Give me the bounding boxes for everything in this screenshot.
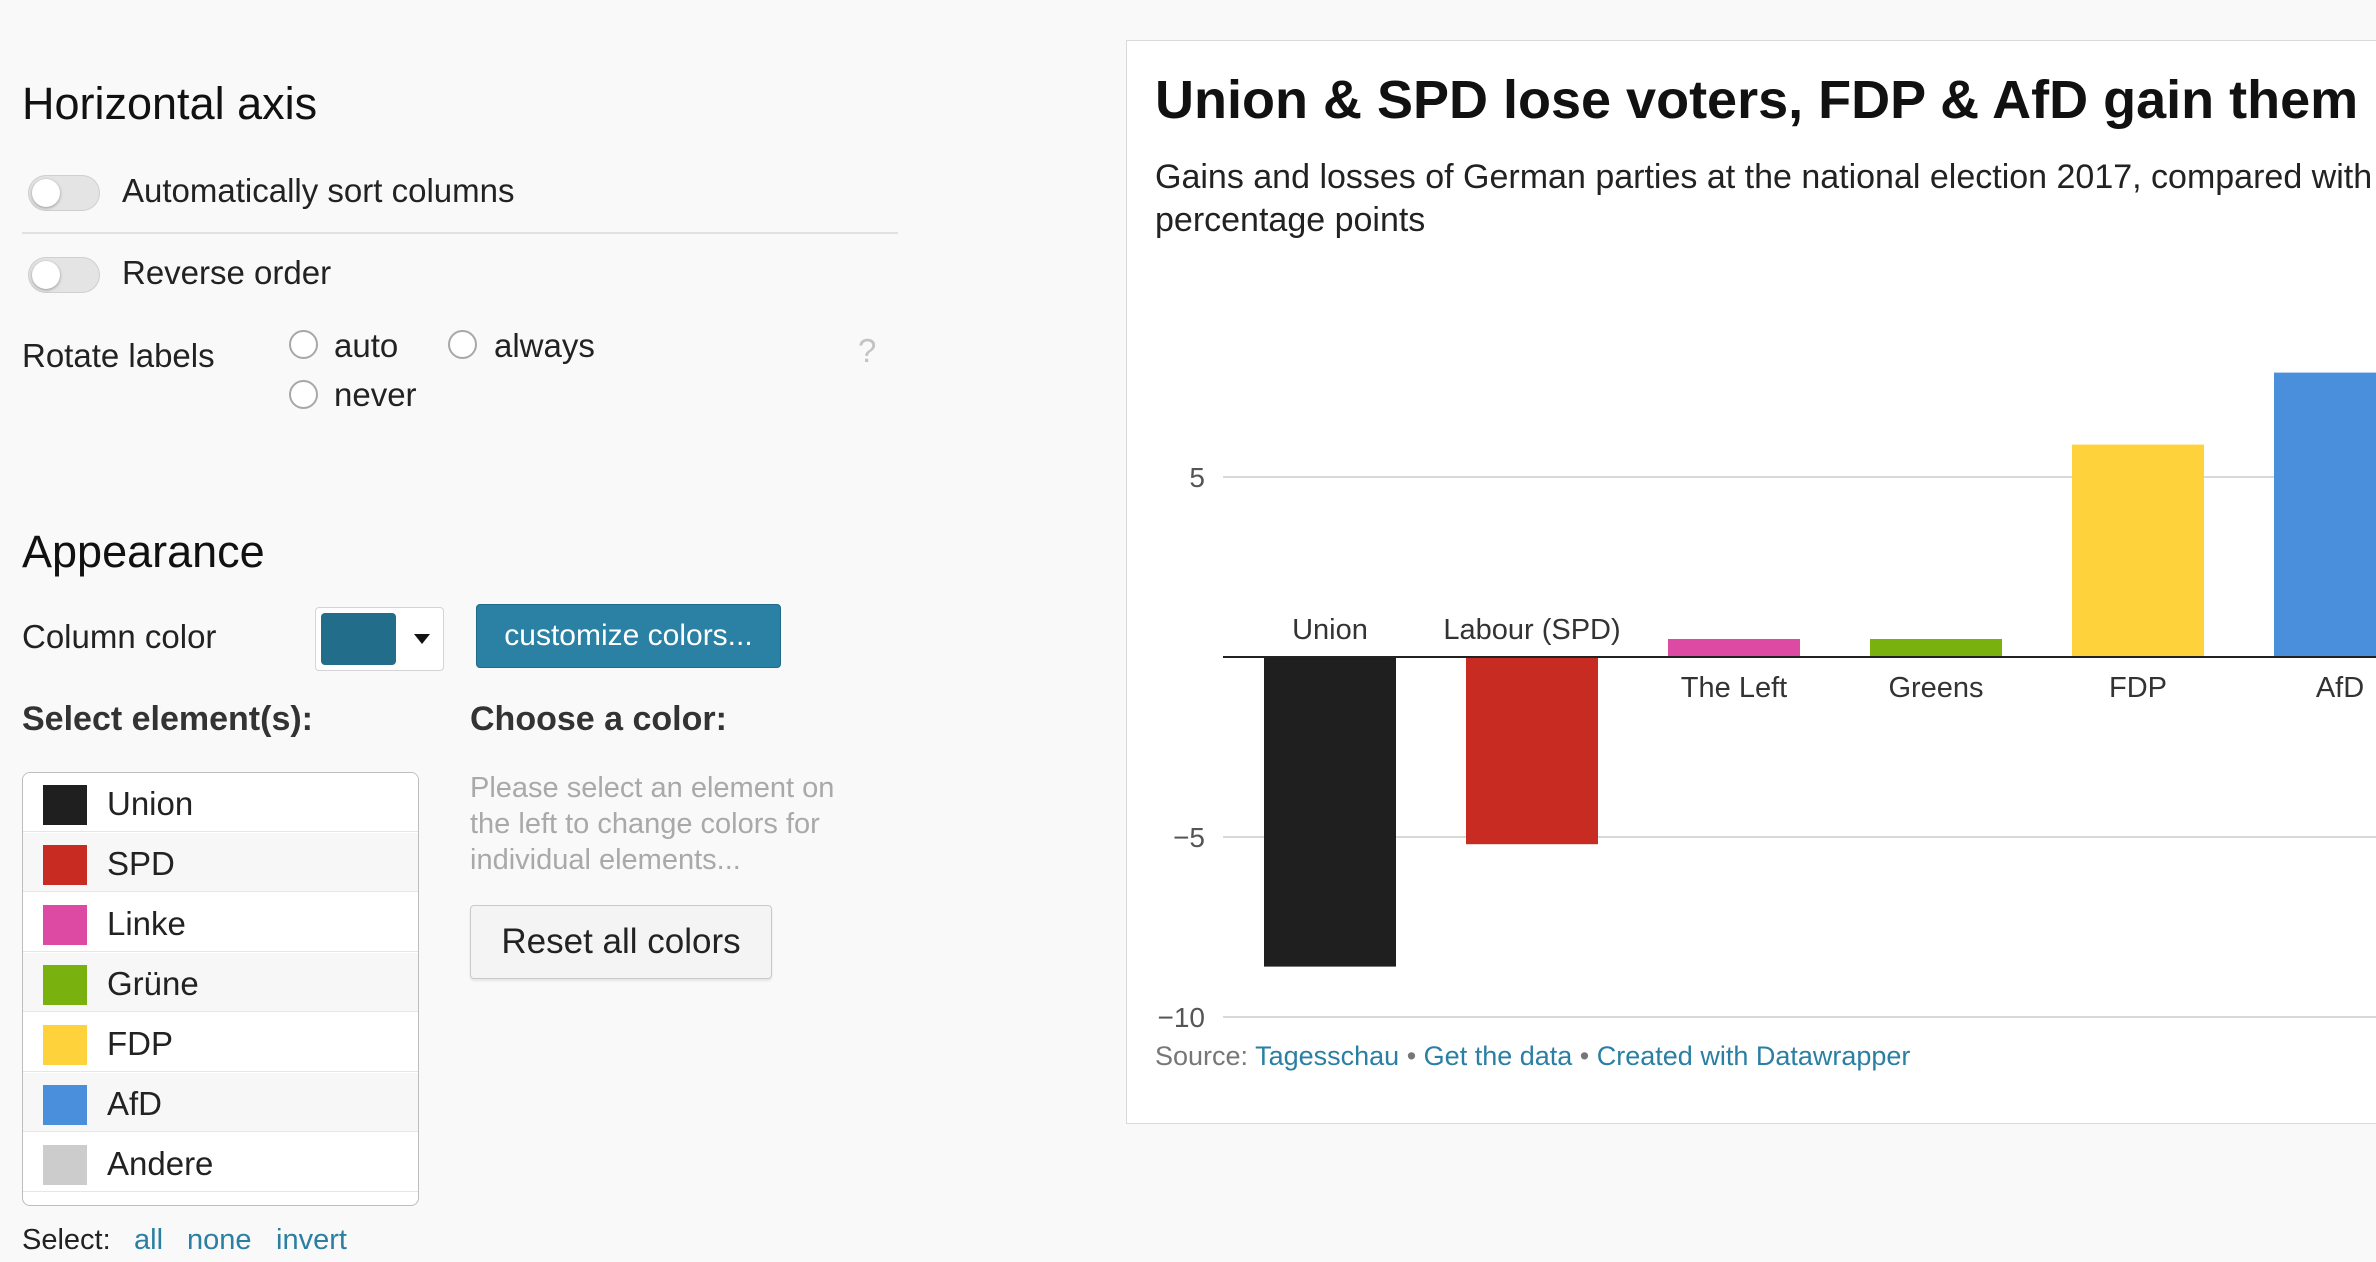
horizontal-axis-heading: Horizontal axis: [22, 78, 318, 129]
rotate-never-label: never: [334, 376, 417, 413]
source-label: Source:: [1155, 1041, 1249, 1071]
element-list-item[interactable]: Union: [23, 773, 418, 832]
color-swatch: [43, 845, 87, 885]
customize-colors-button[interactable]: customize colors...: [476, 604, 781, 668]
reverse-order-label: Reverse order: [122, 254, 332, 291]
appearance-heading: Appearance: [22, 526, 265, 577]
help-icon[interactable]: ?: [858, 332, 877, 369]
y-tick-label: −10: [1158, 1002, 1206, 1033]
auto-sort-label: Automatically sort columns: [122, 172, 515, 209]
auto-sort-toggle[interactable]: [28, 175, 100, 211]
footer-separator: •: [1579, 1041, 1590, 1071]
datawrapper-link[interactable]: Created with Datawrapper: [1596, 1041, 1911, 1071]
rotate-auto-label: auto: [334, 327, 399, 364]
rotate-auto-radio[interactable]: [289, 330, 318, 359]
choose-color-hint: Please select an element on the left to …: [470, 772, 835, 876]
element-list-item[interactable]: Andere: [23, 1133, 418, 1192]
category-label: The Left: [1681, 672, 1787, 704]
element-list: Union SPD Linke Grüne FDP AfD Andere: [22, 772, 419, 1206]
y-tick-label: 5: [1189, 462, 1205, 493]
footer-separator: •: [1406, 1041, 1417, 1071]
divider: [22, 232, 898, 234]
y-tick-label: −5: [1173, 822, 1205, 853]
caret-down-icon: [414, 634, 430, 644]
rotate-labels-label: Rotate labels: [22, 337, 215, 374]
element-name: AfD: [107, 1085, 163, 1122]
category-label: Union: [1292, 614, 1368, 646]
bar: [2274, 372, 2376, 657]
element-list-item[interactable]: Linke: [23, 893, 418, 952]
column-color-picker[interactable]: [315, 607, 444, 671]
get-data-link[interactable]: Get the data: [1423, 1041, 1573, 1071]
bar: [2072, 444, 2204, 657]
color-swatch: [43, 785, 87, 825]
choose-color-heading: Choose a color:: [470, 700, 727, 738]
category-label: AfD: [2316, 672, 2364, 704]
element-list-item[interactable]: Grüne: [23, 953, 418, 1012]
reverse-order-toggle[interactable]: [28, 257, 100, 293]
bar: [1668, 639, 1800, 657]
select-none-link[interactable]: none: [187, 1224, 252, 1256]
chart-footer: Source: Tagesschau • Get the data • Crea…: [1155, 1041, 1910, 1072]
color-swatch: [321, 613, 396, 665]
rotate-always-radio[interactable]: [448, 330, 477, 359]
element-name: Union: [107, 785, 194, 822]
select-invert-link[interactable]: invert: [276, 1224, 347, 1256]
select-label: Select:: [22, 1224, 111, 1256]
element-name: Linke: [107, 905, 186, 942]
column-chart: 5 −5 −10 Union Labour (SPD) The Left Greens FDP…: [1158, 372, 2376, 1033]
color-swatch: [43, 1145, 87, 1185]
category-label: Greens: [1888, 672, 1983, 704]
color-swatch: [43, 1025, 87, 1065]
element-name: Grüne: [107, 965, 199, 1002]
element-name: SPD: [107, 845, 175, 882]
column-color-label: Column color: [22, 618, 217, 655]
chart-preview-panel: Union & SPD lose voters, FDP & AfD gain …: [1126, 40, 2376, 1124]
category-label: Labour (SPD): [1443, 614, 1620, 646]
element-name: Andere: [107, 1145, 214, 1182]
source-link[interactable]: Tagesschau: [1255, 1041, 1400, 1071]
rotate-always-label: always: [494, 327, 595, 364]
bar: [1466, 657, 1598, 845]
element-list-item[interactable]: SPD: [23, 833, 418, 892]
reset-colors-button[interactable]: Reset all colors: [470, 905, 772, 979]
select-elements-heading: Select element(s):: [22, 700, 313, 738]
bar: [1870, 639, 2002, 657]
toggle-knob: [32, 261, 60, 289]
element-list-item[interactable]: FDP: [23, 1013, 418, 1072]
color-swatch: [43, 965, 87, 1005]
select-all-link[interactable]: all: [134, 1224, 164, 1256]
element-name: FDP: [107, 1025, 173, 1062]
chart-title: Union & SPD lose voters, FDP & AfD gain …: [1155, 70, 2359, 130]
color-swatch: [43, 1085, 87, 1125]
color-swatch: [43, 905, 87, 945]
category-label: FDP: [2109, 672, 2167, 704]
element-list-item[interactable]: AfD: [23, 1073, 418, 1132]
rotate-never-radio[interactable]: [289, 380, 318, 409]
bar: [1264, 657, 1396, 967]
chart-subtitle: Gains and losses of German parties at th…: [1155, 158, 2376, 239]
toggle-knob: [32, 179, 60, 207]
